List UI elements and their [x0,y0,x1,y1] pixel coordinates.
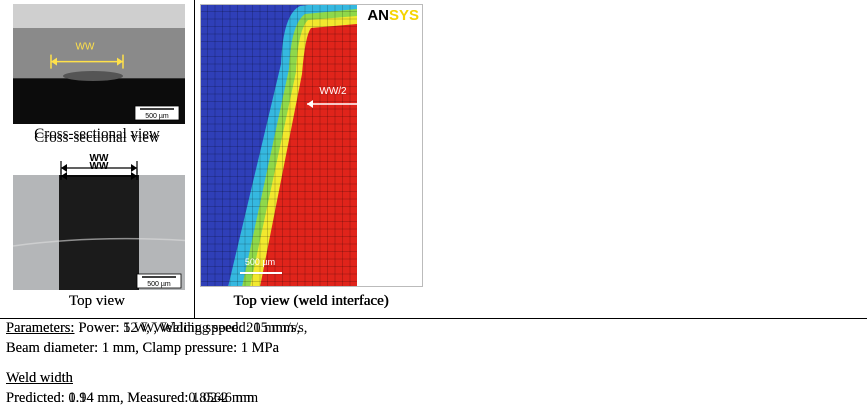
parameters-line: Beam diameter: 1 mm, Clamp pressure: 1 M… [6,340,279,357]
ww-label: WW [90,161,109,172]
top-view-image: 500 µm [13,180,185,290]
scale-label: 500 µm [145,113,169,120]
sim-white [357,4,423,287]
divider [194,0,195,318]
weld-track [59,180,139,290]
caption: Top view (weld interface) [194,293,429,310]
parameters-line: Parameters:Power: 5 W, Welding speed: 20… [6,320,300,337]
weld-zone [63,71,123,81]
figure: WW 500 µm Cross-sectional view WW 500 µm Top … [0,0,867,412]
ww2-label: WW/2 [319,86,347,97]
parameters-text: Power: 5 W, Welding speed: 20 mm/s, [78,320,300,336]
parameters-label: Parameters: [6,320,74,336]
ww-label: WW [76,42,95,53]
top-ww: WW [13,160,185,182]
logo-sys: SYS [389,7,419,24]
simulation-image: ANSYS WW/2 500 µm [200,4,423,287]
weld-width-label: Weld width [6,370,73,387]
specimen-mid [13,28,185,78]
divider [0,318,867,319]
cross-section-image: WW 500 µm [13,4,185,124]
ansys-logo: ANSYS [367,7,419,24]
weld-width-text: Predicted: 0.94 mm, Measured:0.8562 mm [6,390,254,407]
scale-label: 500 µm [147,281,171,288]
logo-an: AN [367,7,389,24]
caption: Cross-sectional view [0,130,194,147]
specimen-top [13,4,185,28]
scale-label: 500 µm [245,257,275,267]
caption: Top view [0,293,194,310]
